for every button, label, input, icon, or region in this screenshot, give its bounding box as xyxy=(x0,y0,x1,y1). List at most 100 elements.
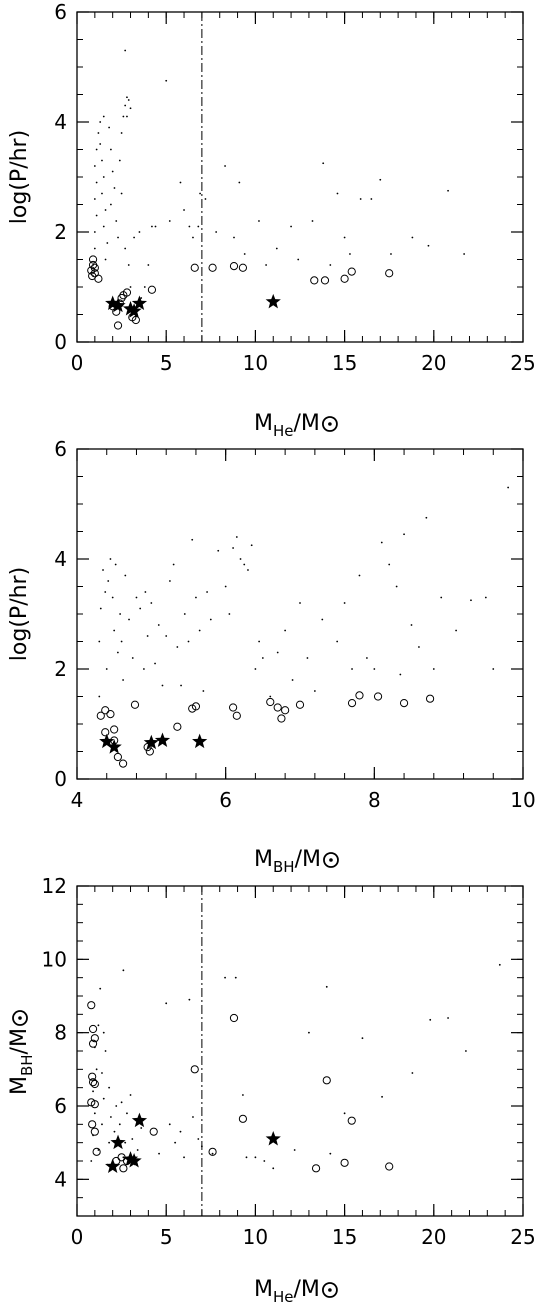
data-point-dot xyxy=(410,624,413,626)
data-point-circle xyxy=(385,269,394,278)
x-tick-label: 10 xyxy=(510,788,535,812)
data-point-dot xyxy=(95,214,98,217)
data-point-circle xyxy=(149,1127,158,1136)
data-point-dot xyxy=(198,629,201,632)
data-point-dot xyxy=(93,247,96,250)
data-point-dot xyxy=(358,574,361,577)
x-tick-label: 10 xyxy=(243,351,268,375)
data-point-dot xyxy=(192,236,194,239)
data-point-dot xyxy=(311,220,314,222)
y-axis-label: log(P/hr) xyxy=(7,130,32,224)
data-point-dot xyxy=(370,198,373,200)
data-point-dot xyxy=(147,264,150,266)
data-point-dot xyxy=(321,618,324,621)
data-point-dot xyxy=(108,126,111,129)
data-point-dot xyxy=(106,242,109,244)
data-point-circle xyxy=(266,697,275,707)
data-point-star xyxy=(106,739,122,754)
data-point-star xyxy=(265,293,281,309)
data-point-dot xyxy=(484,596,487,599)
data-point-dot xyxy=(447,189,449,192)
data-point-dot xyxy=(247,569,249,571)
sun-symbol-icon xyxy=(12,1010,28,1026)
data-point-dot xyxy=(199,192,201,195)
data-point-dot xyxy=(263,1160,266,1162)
data-point-dot xyxy=(97,1149,100,1151)
sun-symbol-icon xyxy=(322,416,338,432)
data-point-dot xyxy=(200,1145,203,1148)
data-point-dot xyxy=(138,231,141,233)
data-point-dot xyxy=(291,679,294,681)
data-point-dot xyxy=(432,668,435,670)
data-point-dot xyxy=(299,602,301,604)
y-axis-label-text: log(P/hr) xyxy=(7,130,32,224)
data-point-circle xyxy=(322,1076,331,1085)
x-axis-label-text: MHe/M xyxy=(254,411,320,440)
y-tick-label: 2 xyxy=(54,657,67,681)
data-point-dot xyxy=(101,1072,103,1074)
data-point-dot xyxy=(197,1138,200,1140)
data-point-dot xyxy=(306,657,309,659)
data-point-dot xyxy=(329,1152,332,1155)
data-point-dot xyxy=(243,563,246,566)
data-point-dot xyxy=(447,1017,449,1019)
data-point-circle xyxy=(118,759,128,768)
y-tick-label: 8 xyxy=(54,1021,67,1045)
data-point-dot xyxy=(174,1141,177,1144)
data-point-circle xyxy=(87,1001,96,1010)
data-point-dot xyxy=(275,247,278,250)
data-point-dot xyxy=(95,148,98,151)
data-point-dot xyxy=(343,236,346,239)
data-point-dot xyxy=(102,1031,105,1034)
data-point-dot xyxy=(157,624,160,626)
data-point-circle xyxy=(143,743,152,752)
data-point-circle xyxy=(101,706,110,715)
data-point-dot xyxy=(97,132,100,134)
x-tick-label: 8 xyxy=(368,788,381,812)
data-point-star xyxy=(105,1158,121,1173)
data-point-circle xyxy=(320,276,330,285)
data-point-circle xyxy=(373,692,383,701)
data-point-dot xyxy=(109,1116,112,1118)
data-point-dot xyxy=(120,192,123,195)
data-point-dot xyxy=(109,148,112,151)
data-point-star xyxy=(99,733,115,749)
data-point-dot xyxy=(390,253,392,255)
data-point-dot xyxy=(329,264,332,266)
data-point-dot xyxy=(168,220,171,222)
sun-symbol-dot xyxy=(329,858,333,862)
data-point-circle xyxy=(119,1164,128,1173)
data-point-dot xyxy=(176,646,179,648)
data-point-dot xyxy=(187,640,190,643)
data-point-circle xyxy=(229,1013,239,1023)
data-point-dot xyxy=(124,104,127,107)
data-point-star xyxy=(126,303,142,318)
data-point-circle xyxy=(88,1120,97,1129)
data-point-dot xyxy=(188,225,191,228)
data-point-dot xyxy=(90,1160,93,1162)
data-point-dot xyxy=(234,976,237,979)
data-point-dot xyxy=(108,1086,111,1089)
data-point-dot xyxy=(97,1024,100,1027)
data-point-circle xyxy=(340,274,349,283)
data-point-circle xyxy=(399,699,409,708)
data-point-dot xyxy=(93,165,96,167)
data-point-dot xyxy=(224,976,226,979)
data-point-dot xyxy=(122,679,124,681)
chart-panel-1: 0 5 10 15 20 25 0 2 4 6 MHe/M log(P/hr) xyxy=(7,0,536,440)
data-point-dot xyxy=(95,181,98,184)
data-point-dot xyxy=(140,297,143,299)
x-tick-label: 5 xyxy=(160,351,173,375)
y-tick-label: 4 xyxy=(54,547,67,571)
data-point-dot xyxy=(124,49,127,52)
data-point-dot xyxy=(124,574,127,577)
data-point-circle xyxy=(113,752,122,762)
data-point-circle xyxy=(94,274,103,283)
data-point-dot xyxy=(136,1149,139,1151)
data-point-dot xyxy=(102,115,105,118)
data-point-dot xyxy=(131,657,134,659)
data-point-dot xyxy=(127,264,130,266)
data-point-dot xyxy=(224,585,227,588)
data-point-star xyxy=(192,733,208,749)
